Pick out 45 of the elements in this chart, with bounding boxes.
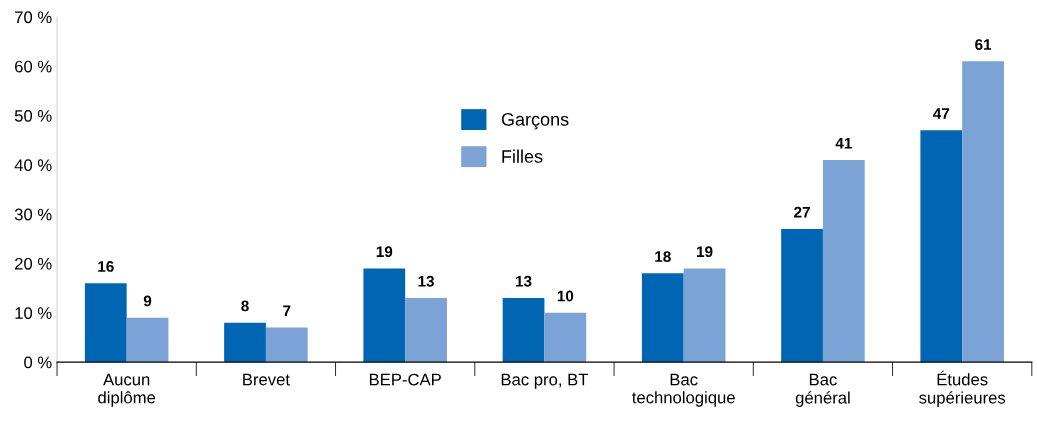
x-tick-label: Bac pro, BT (501, 373, 589, 389)
data-label: 13 (418, 275, 434, 287)
data-label: 61 (975, 39, 992, 50)
legend-label: Garçons (501, 112, 569, 130)
y-tick-label: 30 % (14, 208, 52, 221)
bar (781, 228, 823, 363)
data-label: 47 (933, 108, 950, 119)
bar (683, 268, 726, 363)
x-tick-label: BEP-CAP (369, 373, 441, 386)
x-tick-label: Brevet (243, 373, 290, 386)
bar (405, 298, 447, 363)
data-label: 13 (516, 275, 532, 287)
y-tick-label: 0 % (24, 356, 52, 369)
data-label: 18 (655, 251, 671, 262)
bar (962, 61, 1004, 363)
data-label: 10 (557, 290, 574, 302)
y-tick-label: 20 % (15, 257, 52, 270)
y-tick-label: 40 % (14, 159, 52, 172)
data-label: 16 (98, 261, 114, 272)
data-label: 19 (697, 246, 713, 258)
y-tick-label: 70 % (15, 11, 52, 24)
y-tick-label: 50 % (14, 109, 52, 122)
data-label: 27 (794, 206, 810, 218)
x-tick-label: Aucun diplôme (98, 373, 156, 407)
bar (126, 317, 169, 363)
x-tick-label: Bac général (795, 373, 850, 407)
x-tick-label: Études supérieures (919, 370, 1006, 407)
bar (502, 298, 545, 363)
data-label: 8 (241, 300, 249, 312)
legend-label: Filles (502, 149, 543, 163)
bar (544, 312, 587, 363)
y-tick-label: 10 % (15, 307, 52, 319)
data-label: 9 (143, 295, 152, 307)
bar (920, 130, 963, 363)
bar (265, 327, 308, 363)
bar (224, 322, 266, 363)
y-tick-label: 60 % (15, 60, 52, 73)
x-tick-label: Bac technologique (632, 373, 735, 407)
bar (84, 283, 127, 363)
bar (363, 268, 406, 363)
bar (822, 159, 865, 363)
bar (641, 273, 684, 363)
data-label: 7 (283, 305, 291, 317)
data-label: 41 (835, 137, 852, 149)
data-label: 19 (376, 246, 393, 258)
